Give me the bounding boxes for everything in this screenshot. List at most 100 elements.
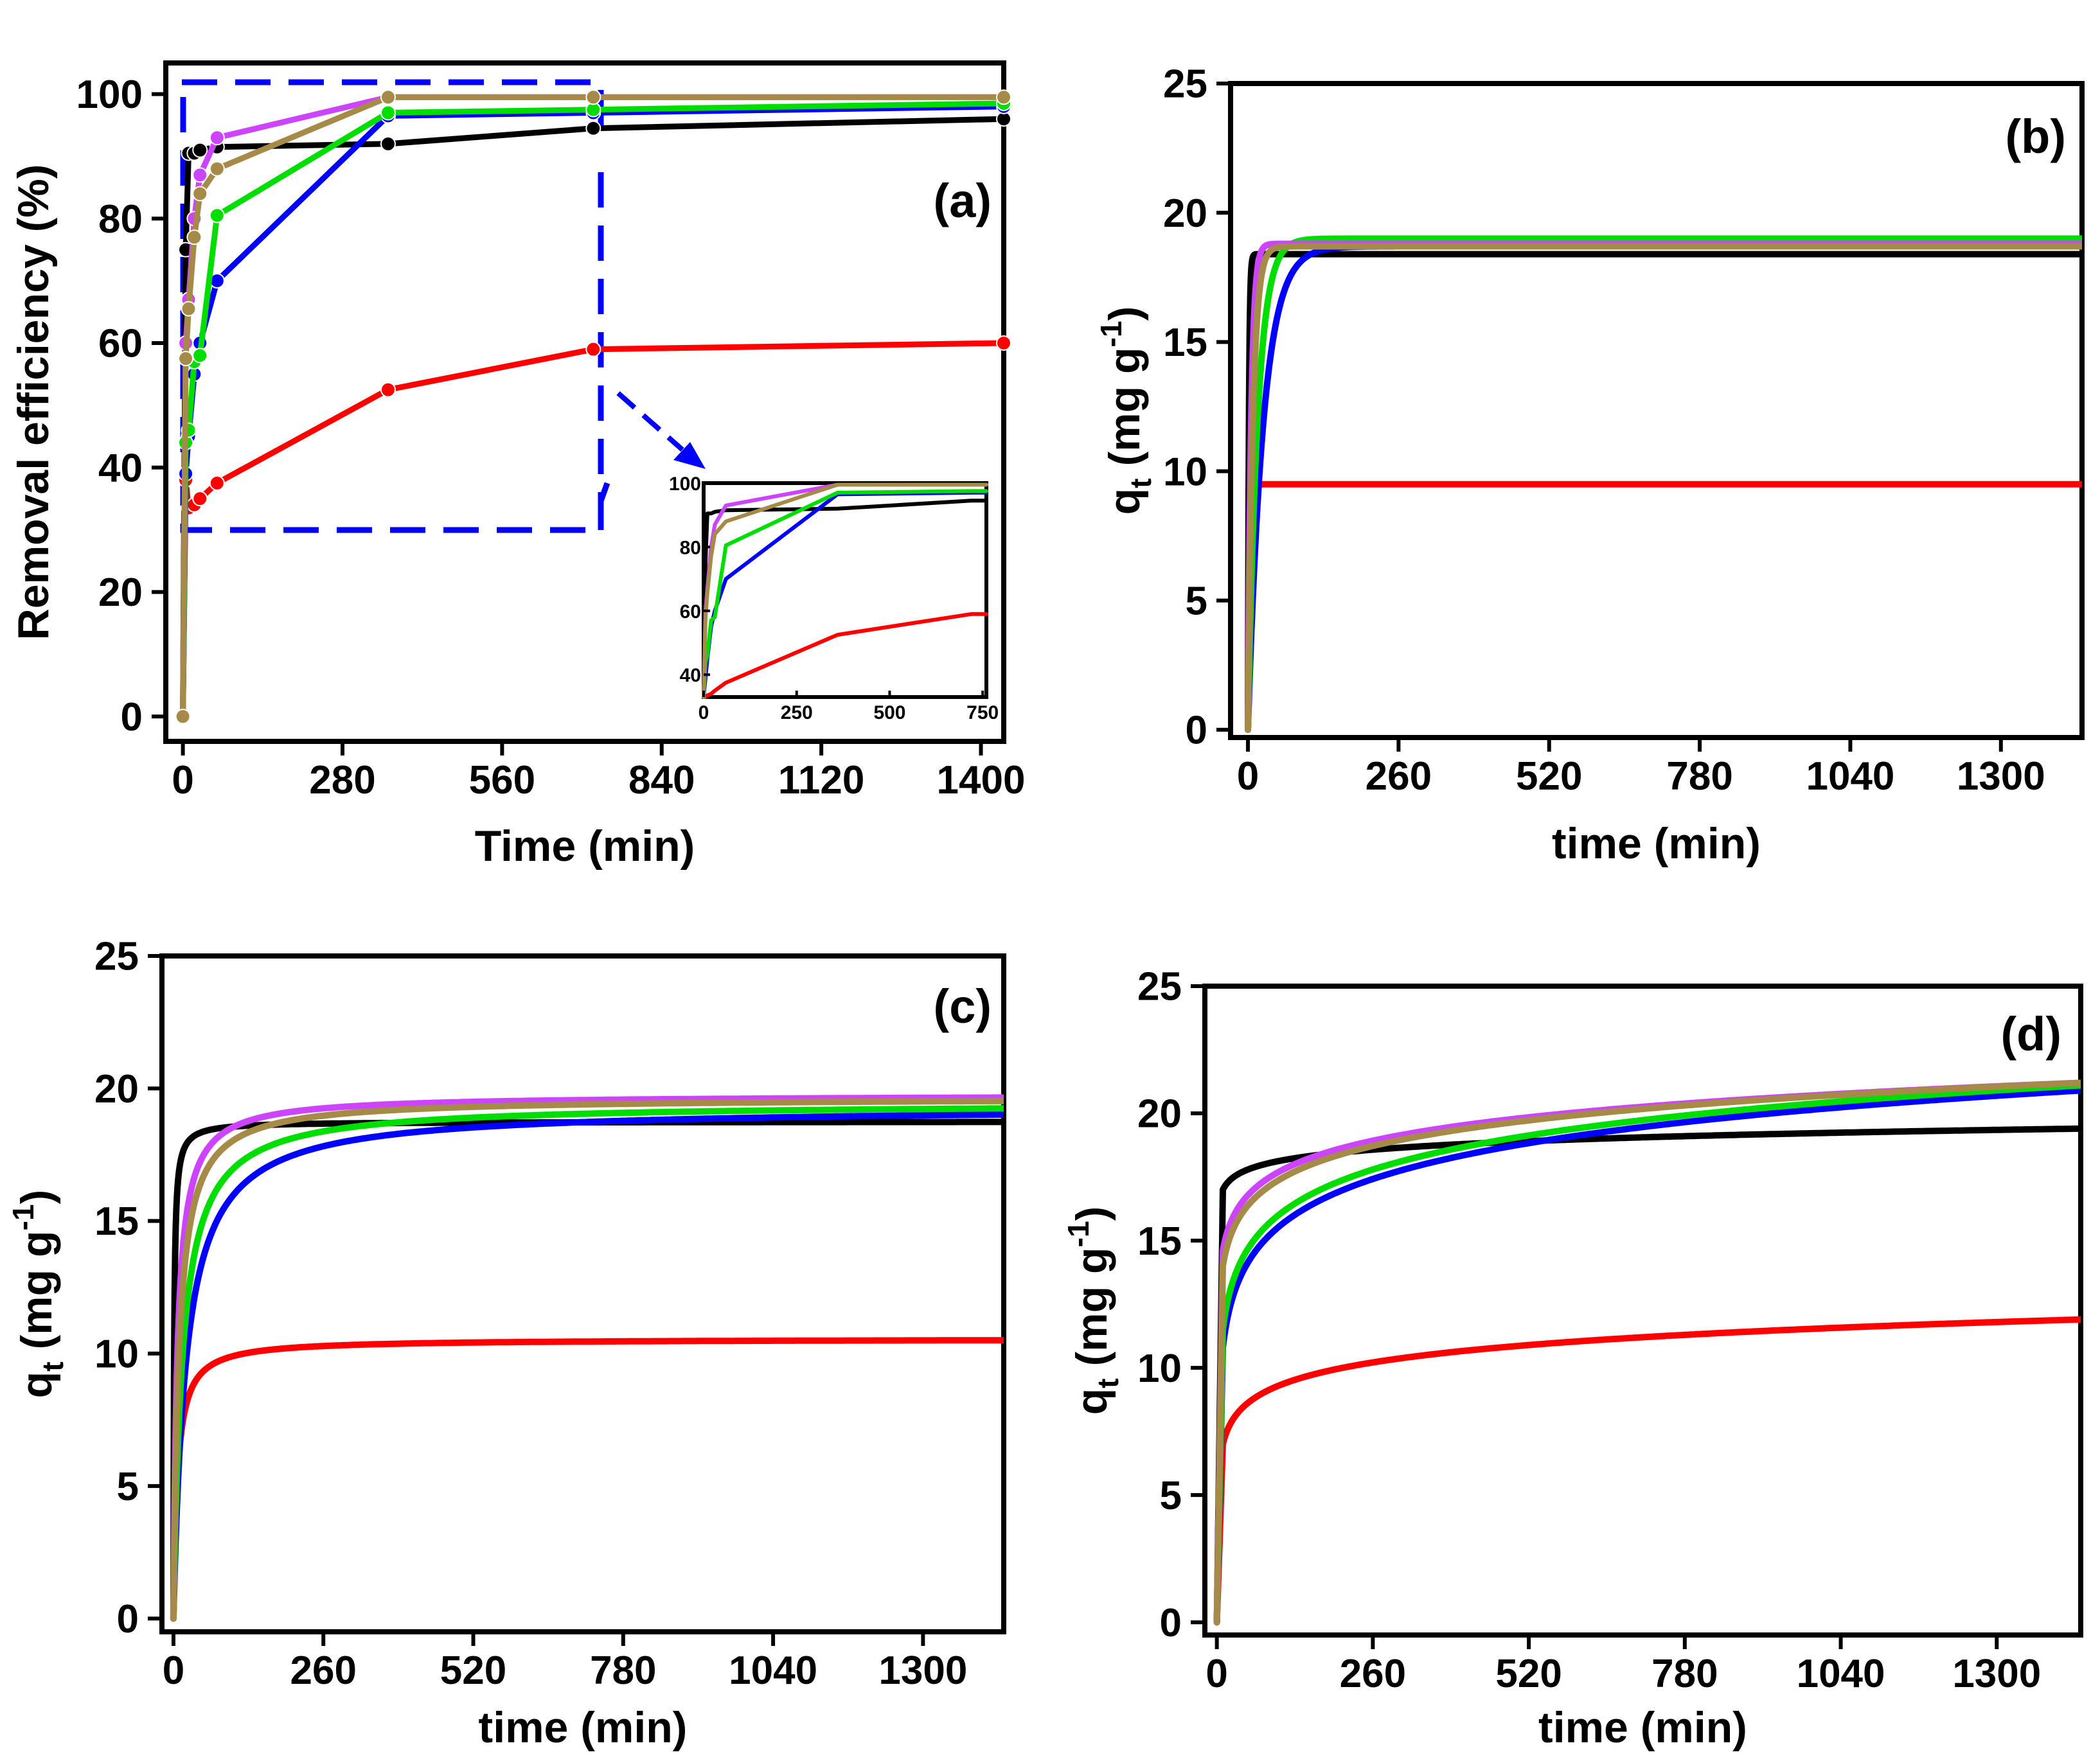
y-tick-label: 25 <box>1163 62 1207 107</box>
x-tick-label: 0 <box>1237 754 1259 799</box>
x-tick-label: 260 <box>290 1649 357 1693</box>
panel-b: 0 260 520 780 1040 1300 0 5 10 15 20 25 time (min) (b… <box>1094 62 2085 868</box>
panel-c: 0 260 520 780 1040 1300 0 5 10 15 20 25 time (min) (c… <box>6 935 1006 1752</box>
y-axis-title: qt (mg g-1) <box>1094 306 1157 515</box>
y-axis-title-q: q <box>12 1372 61 1399</box>
data-point-red <box>585 341 601 357</box>
series-line-green <box>170 1105 1004 1622</box>
x-axis-title: time (min) <box>1538 1703 1747 1752</box>
y-axis-title-sup: -1 <box>1062 1221 1095 1247</box>
x-tick-label: 1040 <box>1806 754 1894 799</box>
y-tick-label: 60 <box>98 322 143 366</box>
series-line-magenta <box>170 1094 1004 1622</box>
y-axis-title-unit: (mg g <box>12 1230 61 1361</box>
x-tick-label: 0 <box>172 758 193 802</box>
zoom-box-joint <box>598 482 610 502</box>
zoom-arrow-line <box>616 391 684 452</box>
y-axis-title-q: q <box>1067 1388 1116 1415</box>
x-tick-label: 0 <box>163 1649 184 1693</box>
panel-label: (d) <box>2001 1007 2062 1061</box>
series-line-black <box>170 1118 1004 1622</box>
y-tick-label: 0 <box>1160 1601 1182 1645</box>
panel-a: 0 280 560 840 1120 1400 0 20 40 60 80 100 Time (min)… <box>9 60 1026 871</box>
x-tick-label: 780 <box>590 1649 656 1693</box>
y-axis-title-close: ) <box>1100 306 1149 321</box>
x-tick-label: 520 <box>1516 754 1582 799</box>
y-tick-label: 15 <box>1163 321 1207 365</box>
y-tick-label: 20 <box>94 1067 139 1111</box>
y-tick-label: 10 <box>94 1332 139 1377</box>
data-point-green <box>209 208 225 224</box>
y-tick-label: 0 <box>1186 709 1207 753</box>
y-axis-title-close: ) <box>1067 1207 1116 1221</box>
series-line-green <box>1213 1082 2081 1626</box>
x-tick-label: 260 <box>1340 1652 1406 1696</box>
data-point-green <box>192 348 208 364</box>
x-tick-label: 0 <box>1206 1652 1227 1696</box>
x-tick-label: 560 <box>469 758 535 802</box>
y-tick-label: 20 <box>1163 191 1207 236</box>
y-axis-title-q: q <box>1100 488 1149 515</box>
y-tick-label: 0 <box>117 1597 139 1641</box>
series-line-olive <box>1213 1079 2081 1626</box>
x-tick-label: 1040 <box>729 1649 817 1693</box>
data-point-red <box>996 335 1011 351</box>
y-axis-title: Removal efficiency (%) <box>9 164 58 641</box>
axis-frame <box>1202 984 2083 1638</box>
data-point-red <box>209 475 225 491</box>
y-axis-title-sup: -1 <box>1094 321 1128 347</box>
inset-y-tick-label: 80 <box>680 537 701 558</box>
series-line-red <box>170 1337 1004 1622</box>
panel-label: (b) <box>2006 110 2067 163</box>
inset-x-tick-label: 750 <box>966 702 999 723</box>
data-point-olive <box>192 186 208 202</box>
series-line-magenta <box>1213 1079 2081 1626</box>
x-tick-label: 520 <box>1495 1652 1562 1696</box>
series-line-black <box>1245 251 2082 733</box>
series-line-blue <box>1245 243 2082 733</box>
inset-x-tick-label: 500 <box>873 702 905 723</box>
series-line-blue <box>1213 1087 2081 1626</box>
data-point-olive <box>585 89 601 105</box>
x-axis-title: Time (min) <box>475 822 695 871</box>
x-tick-label: 520 <box>440 1649 506 1693</box>
series-line-red <box>1245 481 2082 733</box>
y-tick-label: 20 <box>1137 1092 1182 1136</box>
data-point-olive <box>186 229 202 245</box>
y-tick-label: 20 <box>98 570 143 615</box>
series-line-olive <box>1245 243 2082 733</box>
y-axis-title: qt (mg g-1) <box>1062 1207 1125 1415</box>
data-point-black <box>192 142 208 158</box>
series-line-black <box>1213 1125 2081 1626</box>
y-tick-label: 5 <box>117 1465 139 1509</box>
data-point-olive <box>178 351 194 367</box>
data-point-black <box>380 136 396 152</box>
y-tick-label: 10 <box>1163 450 1207 494</box>
x-tick-label: 1120 <box>778 758 865 802</box>
x-tick-label: 780 <box>1666 754 1732 799</box>
inset-y-tick-label: 100 <box>669 473 701 495</box>
x-axis-title: time (min) <box>1552 819 1761 868</box>
zoom-arrow-head <box>673 442 706 469</box>
y-axis-title-unit: (mg g <box>1100 347 1149 478</box>
x-tick-label: 1400 <box>937 758 1026 802</box>
y-tick-label: 80 <box>98 197 143 242</box>
data-point-black <box>585 120 601 136</box>
panel-label: (a) <box>934 174 992 227</box>
x-tick-label: 1300 <box>1957 754 2045 799</box>
x-tick-label: 1040 <box>1797 1652 1885 1696</box>
inset-y-tick-label: 40 <box>680 665 701 686</box>
panel-label: (c) <box>934 980 992 1033</box>
y-tick-label: 25 <box>1137 965 1182 1009</box>
x-tick-label: 260 <box>1366 754 1432 799</box>
panel-d: 0 260 520 780 1040 1300 0 5 10 15 20 25 time (min) (d… <box>1062 965 2083 1752</box>
y-axis-title-unit: (mg g <box>1067 1247 1116 1378</box>
data-point-magenta <box>209 130 225 146</box>
data-point-olive <box>996 89 1011 105</box>
x-tick-label: 1300 <box>878 1649 967 1693</box>
y-tick-label: 15 <box>1137 1219 1182 1264</box>
series-line-olive <box>170 1097 1004 1622</box>
x-tick-label: 840 <box>628 758 695 802</box>
series-line-blue <box>170 1111 1004 1622</box>
